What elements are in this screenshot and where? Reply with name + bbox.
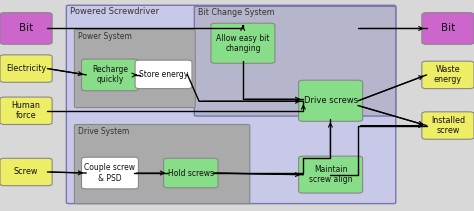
Text: Bit: Bit	[441, 23, 455, 34]
FancyBboxPatch shape	[422, 13, 474, 44]
Text: Power System: Power System	[78, 32, 132, 41]
FancyBboxPatch shape	[74, 124, 250, 204]
FancyBboxPatch shape	[0, 97, 52, 124]
FancyBboxPatch shape	[82, 59, 138, 91]
FancyBboxPatch shape	[211, 23, 275, 63]
FancyBboxPatch shape	[0, 55, 52, 82]
Text: Hold screws: Hold screws	[168, 169, 214, 177]
FancyBboxPatch shape	[82, 157, 138, 189]
FancyBboxPatch shape	[164, 158, 218, 188]
Text: Installed
screw: Installed screw	[431, 116, 465, 135]
Text: Bit Change System: Bit Change System	[198, 8, 275, 18]
Text: Drive screws: Drive screws	[303, 96, 358, 105]
FancyBboxPatch shape	[299, 156, 363, 193]
Text: Store energy: Store energy	[139, 70, 188, 79]
Text: Maintain
screw align: Maintain screw align	[309, 165, 352, 184]
Text: Allow easy bit
changing: Allow easy bit changing	[216, 34, 270, 53]
FancyBboxPatch shape	[194, 6, 396, 116]
Text: Human
force: Human force	[12, 101, 40, 120]
Text: Powered Screwdriver: Powered Screwdriver	[70, 7, 159, 16]
Text: Screw: Screw	[14, 168, 38, 176]
Text: Couple screw
& PSD: Couple screw & PSD	[84, 164, 136, 183]
Text: Electricity: Electricity	[6, 64, 46, 73]
FancyBboxPatch shape	[74, 30, 195, 108]
FancyBboxPatch shape	[135, 60, 192, 89]
Text: Waste
energy: Waste energy	[434, 65, 462, 84]
Text: Recharge
quickly: Recharge quickly	[92, 65, 128, 84]
FancyBboxPatch shape	[299, 80, 363, 121]
FancyBboxPatch shape	[0, 158, 52, 186]
Text: Drive System: Drive System	[78, 127, 129, 136]
Text: Bit: Bit	[19, 23, 33, 34]
FancyBboxPatch shape	[0, 13, 52, 44]
FancyBboxPatch shape	[422, 112, 474, 139]
FancyBboxPatch shape	[422, 61, 474, 89]
FancyBboxPatch shape	[66, 5, 396, 204]
